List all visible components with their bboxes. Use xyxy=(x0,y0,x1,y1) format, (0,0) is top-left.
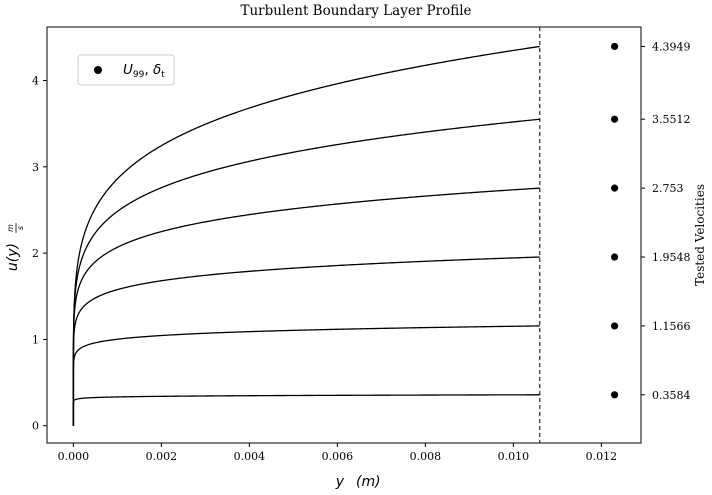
right-tick-label: 2.753 xyxy=(652,182,684,195)
velocity-profile-line-4 xyxy=(72,256,540,426)
tested-velocity-marker-6 xyxy=(611,391,619,399)
x-tick-label: 0.010 xyxy=(498,450,530,463)
right-axis-ticks: 4.3949 3.5512 2.753 1.9548 1.1566 0.3584 xyxy=(641,40,691,402)
x-axis-label-symbol: y xyxy=(335,474,345,490)
y-tick-label: 4 xyxy=(32,75,39,88)
velocity-profile-curves xyxy=(72,45,540,426)
y-axis-label-symbol: u(y) xyxy=(5,243,21,271)
velocity-profile-line-6 xyxy=(72,394,540,426)
y-tick-label: 1 xyxy=(32,333,39,346)
y-tick-label: 3 xyxy=(32,161,39,174)
tested-velocity-marker-2 xyxy=(611,115,619,123)
x-tick-label: 0.002 xyxy=(146,450,178,463)
right-tick-label: 1.1566 xyxy=(652,320,691,333)
velocity-profile-line-3 xyxy=(72,187,540,426)
tested-velocity-marker-1 xyxy=(611,42,619,51)
legend-label: U99, δt xyxy=(123,62,165,80)
velocity-profile-line-1 xyxy=(72,45,540,426)
x-tick-label: 0.000 xyxy=(58,450,90,463)
y-tick-label: 0 xyxy=(32,420,39,433)
x-axis-label: y (m) xyxy=(335,474,381,490)
legend-box xyxy=(77,54,175,86)
y-tick-label: 2 xyxy=(32,247,39,260)
y-axis-label: u(y) m s xyxy=(5,223,25,271)
legend-label-delta-sub: t xyxy=(161,70,165,80)
y-axis-unit-numerator: m xyxy=(6,224,15,232)
legend-label-u-sub: 99 xyxy=(133,70,145,80)
tested-velocity-marker-4 xyxy=(611,253,619,261)
legend-marker xyxy=(94,66,102,74)
right-tick-label: 1.9548 xyxy=(652,251,691,264)
legend-label-sep: , xyxy=(144,62,153,78)
x-axis-ticks: 0.000 0.002 0.004 0.006 0.008 0.010 0.012 xyxy=(58,443,618,463)
right-tick-label: 3.5512 xyxy=(652,113,691,126)
chart-title: Turbulent Boundary Layer Profile xyxy=(240,3,471,19)
legend: U99, δt xyxy=(77,54,175,86)
legend-label-delta: δ xyxy=(153,62,161,78)
velocity-profile-line-2 xyxy=(72,118,540,426)
legend-label-u: U xyxy=(123,62,133,78)
x-tick-label: 0.006 xyxy=(322,450,354,463)
right-tick-label: 4.3949 xyxy=(652,40,691,53)
velocity-profile-line-5 xyxy=(72,325,540,426)
x-tick-label: 0.004 xyxy=(234,450,266,463)
tested-velocity-marker-5 xyxy=(611,322,619,330)
right-tick-label: 0.3584 xyxy=(652,389,691,402)
plot-area-frame xyxy=(46,26,642,444)
y-axis-ticks: 0 1 2 3 4 xyxy=(32,75,47,433)
y-axis-unit-denominator: s xyxy=(16,226,25,230)
tested-velocity-marker-3 xyxy=(611,184,619,192)
tested-velocity-markers xyxy=(611,42,619,399)
x-tick-label: 0.012 xyxy=(586,450,618,463)
x-tick-label: 0.008 xyxy=(410,450,442,463)
right-axis-label: Tested Velocities xyxy=(693,184,707,286)
x-axis-label-unit: (m) xyxy=(356,474,381,490)
